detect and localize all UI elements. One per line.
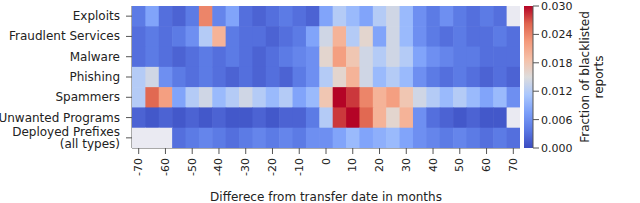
svg-text:Fraudlent Services: Fraudlent Services [9, 29, 120, 43]
svg-text:Spammers: Spammers [55, 90, 120, 104]
svg-text:0.030: 0.030 [541, 0, 573, 13]
svg-text:40: 40 [427, 158, 440, 172]
svg-text:-50: -50 [186, 158, 199, 176]
svg-text:-20: -20 [266, 158, 279, 176]
svg-text:0: 0 [320, 158, 333, 165]
svg-text:Exploits: Exploits [73, 9, 120, 23]
svg-text:50: 50 [453, 158, 466, 172]
svg-text:-40: -40 [212, 158, 225, 176]
svg-text:-10: -10 [293, 158, 306, 176]
svg-text:30: 30 [400, 158, 413, 172]
svg-text:0.006: 0.006 [541, 114, 573, 127]
svg-text:Fraction of blacklisted: Fraction of blacklisted [578, 11, 592, 143]
svg-text:60: 60 [480, 158, 493, 172]
svg-text:0.024: 0.024 [541, 28, 573, 41]
svg-text:-30: -30 [239, 158, 252, 176]
svg-text:0.000: 0.000 [541, 142, 573, 155]
svg-text:10: 10 [346, 158, 359, 172]
svg-text:Differece from transfer date i: Differece from transfer date in months [210, 190, 442, 203]
svg-text:70: 70 [507, 158, 520, 172]
svg-text:Phishing: Phishing [69, 70, 120, 84]
svg-text:20: 20 [373, 158, 386, 172]
svg-text:reports: reports [592, 56, 606, 99]
svg-text:0.018: 0.018 [541, 57, 573, 70]
svg-text:Unwanted Programs: Unwanted Programs [8, 111, 120, 125]
svg-text:0.012: 0.012 [541, 85, 573, 98]
svg-text:Deployed Prefixes(all types): Deployed Prefixes(all types) [12, 125, 120, 151]
svg-text:-70: -70 [132, 158, 145, 176]
svg-text:-60: -60 [159, 158, 172, 176]
svg-text:Malware: Malware [70, 50, 120, 64]
